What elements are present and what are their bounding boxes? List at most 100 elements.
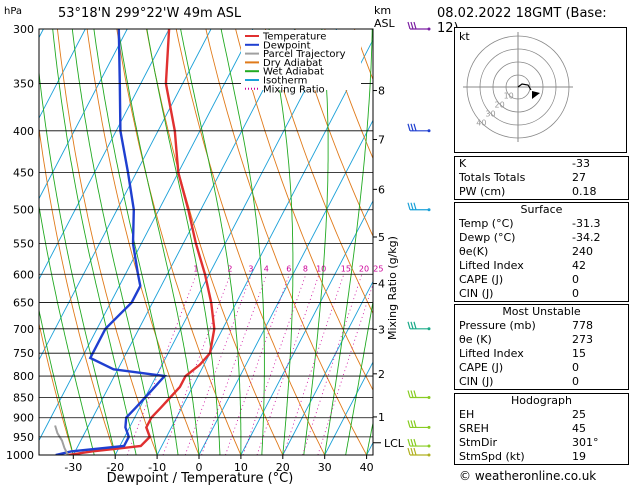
surface-row: Dewp (°C) -34.2: [455, 231, 628, 245]
index-name: Totals Totals: [459, 171, 526, 184]
isotherm-line: [282, 280, 373, 455]
legend-entry: Dry Adiabat: [263, 58, 322, 69]
pressure-tick-label: 450: [13, 166, 34, 179]
isotherm-line: [240, 199, 373, 455]
mixing-ratio-label: 10: [316, 264, 326, 273]
hodo-title: Hodograph: [511, 394, 572, 407]
wind-barb-flag: [407, 447, 411, 456]
dry-adiabat: [39, 321, 74, 455]
legend-entry: Mixing Ratio: [263, 84, 325, 95]
index-value: -33: [572, 157, 590, 170]
wind-barb-dot: [427, 208, 431, 212]
index-value: 45: [572, 422, 586, 435]
index-value: 19: [572, 450, 586, 463]
wind-barb-flag: [413, 420, 417, 428]
basic-row: PW (cm) 0.18: [455, 185, 628, 199]
legend-entry: Isotherm: [263, 76, 307, 87]
km-tick-label: 5: [378, 231, 385, 244]
index-name: StmSpd (kt): [459, 450, 525, 463]
mixing-ratio-axis-label: Mixing Ratio (g/kg): [386, 236, 399, 340]
mixing-ratio-label: 6: [286, 264, 291, 273]
index-value: -31.3: [572, 217, 601, 230]
index-name: θe (K): [459, 333, 492, 346]
wind-barb-flag: [413, 21, 417, 30]
isotherm-line: [72, 29, 296, 455]
temperature-line: [67, 29, 216, 455]
index-name: Dewp (°C): [459, 231, 516, 244]
index-name: CAPE (J): [459, 273, 504, 286]
surface-row: θe(K) 240: [455, 245, 628, 259]
index-value: 25: [572, 408, 586, 421]
mixing-ratio-label: 1: [193, 264, 198, 273]
wind-barb-flag: [410, 420, 414, 428]
index-value: 0.18: [572, 185, 597, 198]
wind-barb-dot: [427, 27, 431, 31]
index-name: Lifted Index: [459, 347, 524, 360]
location-title: 53°18'N 299°22'W 49m ASL: [58, 6, 242, 21]
mixing-ratio-label: 4: [264, 264, 269, 273]
wind-barb-flag: [413, 438, 417, 447]
pressure-tick-label: 300: [13, 23, 34, 36]
wind-barb-flag: [407, 420, 411, 428]
mixing-ratio-line: [302, 274, 363, 455]
isotherm-line: [198, 119, 373, 455]
hodo-ring-label: 40: [476, 119, 486, 128]
wind-barb-flag: [413, 321, 417, 329]
index-name: Lifted Index: [459, 259, 524, 272]
km-tick-label: 8: [378, 85, 385, 98]
index-value: 15: [572, 347, 586, 360]
wind-barb-flag: [407, 390, 411, 398]
surface-title: Surface: [520, 203, 563, 216]
isotherm-line: [324, 361, 373, 455]
wind-barb-dot: [427, 444, 431, 448]
mixing-ratio-label: 15: [341, 264, 351, 273]
hodo-row: StmDir 301°: [455, 436, 628, 450]
surface-row: Temp (°C) -31.3: [455, 217, 628, 231]
mixing-ratio-line: [162, 274, 231, 455]
pressure-tick-label: 650: [13, 297, 34, 310]
index-value: 301°: [572, 436, 599, 449]
surface-row: Lifted Index 42: [455, 259, 628, 273]
indices-surface: Surface Temp (°C) -31.3 Dewp (°C) -34.2 θe(K)…: [454, 202, 629, 302]
pressure-tick-label: 400: [13, 125, 34, 138]
index-name: EH: [459, 408, 475, 421]
km-unit-label: km: [374, 4, 391, 17]
index-name: CIN (J): [459, 375, 494, 388]
wind-barb-flag: [407, 438, 411, 447]
wet-adiabat: [39, 68, 116, 455]
pressure-tick-label: 750: [13, 347, 34, 360]
index-value: 27: [572, 171, 586, 184]
index-value: 0: [572, 273, 579, 286]
mixing-ratio-line: [225, 274, 290, 455]
pressure-tick-label: 1000: [6, 449, 34, 462]
credit-text: © weatheronline.co.uk: [459, 469, 597, 483]
indices-basic: K -33 Totals Totals 27 PW (cm) 0.18: [454, 156, 629, 200]
y-unit-label: hPa: [4, 6, 22, 17]
temp-tick-label: -10: [148, 461, 166, 474]
wind-barb-flag: [413, 447, 417, 456]
legend-entry: Wet Adiabat: [263, 67, 324, 78]
temp-tick-label: -20: [106, 461, 124, 474]
km-tick-label: 4: [378, 278, 385, 291]
indices-hodograph: Hodograph EH 25 SREH 45 StmDir 301° StmSpd (kt)…: [454, 393, 629, 465]
wind-barb-dot: [427, 129, 431, 133]
wet-adiabat: [39, 308, 74, 455]
dry-adiabat: [414, 29, 454, 455]
wind-barb-flag: [410, 21, 414, 30]
datetime-title: 08.02.2022 18GMT (Base: 12): [437, 6, 607, 36]
storm-motion-arrow: [532, 91, 540, 99]
surface-row: CAPE (J) 0: [455, 273, 628, 287]
basic-row: K -33: [455, 157, 628, 171]
wet-adiabat: [324, 29, 373, 455]
pressure-tick-label: 550: [13, 237, 34, 250]
legend-bg: [241, 30, 361, 90]
temp-tick-label: 20: [276, 461, 290, 474]
dry-adiabat: [294, 29, 373, 238]
wind-barb-dot: [427, 425, 431, 429]
hodo-row: SREH 45: [455, 422, 628, 436]
temp-tick-label: 30: [318, 461, 332, 474]
wind-barb-flag: [407, 202, 411, 210]
index-value: 273: [572, 333, 593, 346]
wind-barb-dot: [427, 453, 431, 457]
